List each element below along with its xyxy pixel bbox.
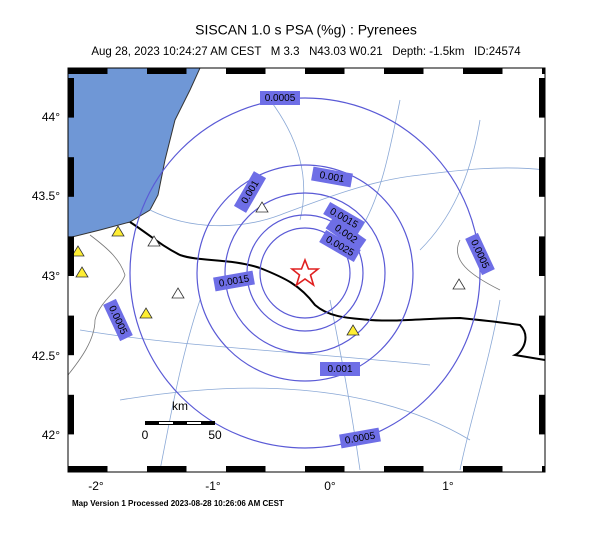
frame-seg bbox=[539, 394, 545, 435]
lat-label: 43° bbox=[42, 269, 60, 283]
contour-label: 0.0015 bbox=[213, 270, 255, 292]
subtitle: Aug 28, 2023 10:24:27 AM CEST M 3.3 N43.… bbox=[91, 46, 521, 58]
scale-start: 0 bbox=[142, 428, 149, 442]
title: SISCAN 1.0 s PSA (%g) : Pyrenees bbox=[195, 22, 417, 38]
scale-end: 50 bbox=[208, 428, 222, 442]
contour-label: 0.0005 bbox=[260, 91, 300, 105]
frame-seg bbox=[68, 236, 74, 276]
scale-bar bbox=[145, 421, 215, 425]
frame-seg bbox=[463, 466, 503, 472]
frame-seg bbox=[68, 394, 74, 435]
frame-seg bbox=[305, 68, 345, 74]
lat-label: 43.5° bbox=[32, 189, 60, 203]
stations bbox=[71, 201, 466, 336]
label-box bbox=[325, 216, 367, 252]
label-box bbox=[320, 362, 360, 376]
region-line bbox=[68, 234, 126, 376]
contours bbox=[129, 97, 481, 449]
label-box bbox=[319, 229, 361, 263]
border bbox=[129, 221, 545, 361]
frame-seg bbox=[68, 68, 108, 74]
frame-seg bbox=[68, 78, 74, 118]
label-box bbox=[103, 298, 133, 342]
lon-label: -1° bbox=[205, 479, 221, 493]
lon-label: 1° bbox=[442, 479, 454, 493]
label-box bbox=[311, 166, 353, 188]
label-box bbox=[233, 171, 267, 213]
frame-seg bbox=[68, 315, 74, 356]
label-text: 0.0005 bbox=[344, 430, 376, 446]
label-box bbox=[260, 91, 300, 105]
label-box bbox=[323, 201, 365, 235]
lat-label: 44° bbox=[42, 110, 60, 124]
epicenter bbox=[289, 257, 321, 287]
map-area: 0.00050.0010.0010.00150.0020.00250.00150… bbox=[68, 68, 545, 472]
frame-seg bbox=[68, 157, 74, 197]
frame-seg bbox=[147, 466, 187, 472]
label-text: 0.0005 bbox=[265, 93, 296, 104]
frame-seg bbox=[542, 68, 545, 74]
scale-bar bbox=[159, 422, 173, 424]
frame-seg bbox=[305, 466, 345, 472]
lat-label: 42° bbox=[42, 428, 60, 442]
label-box bbox=[465, 232, 495, 276]
frame-seg bbox=[539, 315, 545, 356]
lon-label: -2° bbox=[88, 479, 104, 493]
label-text: 0.001 bbox=[319, 170, 346, 185]
contour-label: 0.001 bbox=[320, 362, 360, 376]
scale-bar bbox=[187, 422, 201, 424]
frame-seg bbox=[539, 157, 545, 197]
contour-label: 0.001 bbox=[311, 166, 353, 188]
label-text: 0.001 bbox=[327, 364, 352, 375]
region-line bbox=[457, 239, 501, 291]
frame-seg bbox=[539, 78, 545, 118]
label-text: 0.0015 bbox=[218, 273, 250, 289]
label-box bbox=[213, 270, 255, 292]
scale-unit: km bbox=[172, 399, 188, 413]
frame-seg bbox=[384, 466, 424, 472]
frame-seg bbox=[226, 68, 266, 74]
frame-seg bbox=[147, 68, 187, 74]
frame-seg bbox=[384, 68, 424, 74]
footer: Map Version 1 Processed 2023-08-28 10:26… bbox=[72, 499, 284, 508]
frame-seg bbox=[542, 466, 545, 472]
lon-label: 0° bbox=[324, 479, 336, 493]
label-box bbox=[339, 427, 381, 449]
frame-seg bbox=[226, 466, 266, 472]
contour-label: 0.0005 bbox=[339, 427, 381, 449]
frame-seg bbox=[463, 68, 503, 74]
frame-seg bbox=[539, 236, 545, 276]
ocean bbox=[68, 68, 201, 239]
frame-seg bbox=[68, 466, 108, 472]
lat-label: 42.5° bbox=[32, 349, 60, 363]
